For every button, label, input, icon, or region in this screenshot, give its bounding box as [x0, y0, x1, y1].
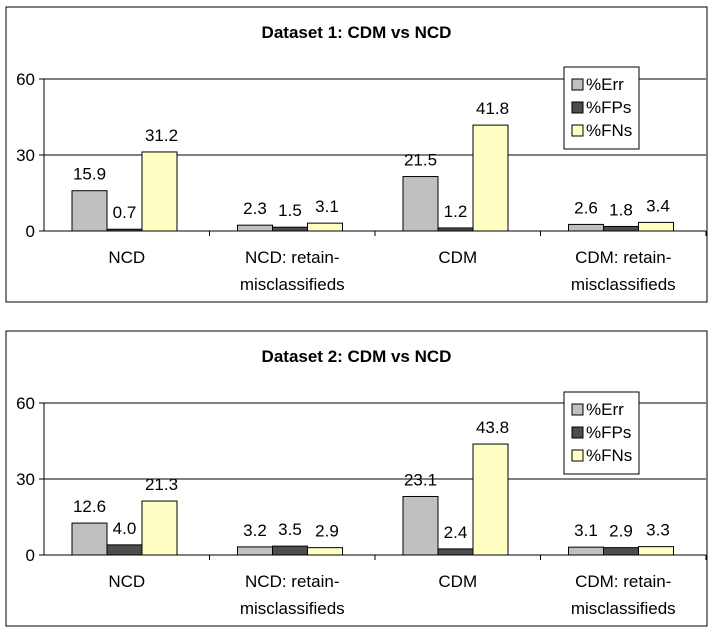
data-label: 1.2	[444, 202, 468, 221]
bar-fns	[472, 443, 509, 556]
category-label: misclassifieds	[240, 599, 345, 618]
category-label: misclassifieds	[240, 275, 345, 294]
legend-label: %Err	[586, 75, 624, 94]
data-label: 2.3	[243, 199, 267, 218]
bar-err	[71, 522, 108, 556]
category-label: NCD	[108, 248, 145, 267]
data-label: 2.4	[444, 523, 468, 542]
y-tick-label: 0	[26, 546, 35, 565]
data-label: 12.6	[73, 497, 106, 516]
data-label: 2.6	[574, 198, 598, 217]
y-tick-label: 0	[26, 222, 35, 241]
data-label: 3.1	[574, 521, 598, 540]
category-label: misclassifieds	[571, 599, 676, 618]
legend-swatch	[571, 101, 584, 114]
data-label: 1.5	[278, 201, 302, 220]
bar-fps	[603, 547, 639, 556]
y-tick-label: 60	[16, 394, 35, 413]
legend-label: %Err	[586, 400, 624, 419]
bar-err	[402, 495, 439, 556]
data-label: 4.0	[113, 519, 137, 538]
chart-title: Dataset 1: CDM vs NCD	[262, 23, 452, 42]
legend-label: %FNs	[586, 121, 632, 140]
bar-err	[402, 176, 439, 232]
data-label: 3.2	[243, 521, 267, 540]
data-label: 0.7	[113, 203, 137, 222]
data-label: 3.3	[646, 521, 670, 540]
data-label: 15.9	[73, 165, 106, 184]
chart-title: Dataset 2: CDM vs NCD	[262, 347, 452, 366]
data-label: 3.5	[278, 520, 302, 539]
bar-fns	[141, 151, 178, 232]
bar-fps	[272, 545, 308, 556]
legend-label: %FPs	[586, 423, 631, 442]
bar-err	[237, 224, 273, 232]
data-label: 2.9	[315, 522, 339, 541]
bar-fns	[638, 546, 674, 556]
bar-fps	[603, 225, 639, 232]
legend-label: %FNs	[586, 446, 632, 465]
data-label: 2.9	[609, 522, 633, 541]
legend-swatch	[571, 426, 584, 439]
category-label: NCD: retain-	[245, 248, 339, 267]
bar-fps	[272, 226, 308, 232]
bar-err	[568, 546, 604, 556]
data-label: 31.2	[145, 126, 178, 145]
chart-panel-2: Dataset 2: CDM vs NCD 0 30 60 NCD 12.6 4.0 21.3…	[5, 330, 708, 627]
legend-label: %FPs	[586, 98, 631, 117]
category-label: CDM: retain-	[575, 248, 671, 267]
legend-swatch	[571, 78, 584, 91]
bar-fns	[141, 500, 178, 556]
bar-fps	[437, 548, 474, 556]
data-label: 23.1	[404, 470, 437, 489]
data-label: 21.5	[404, 151, 437, 170]
bar-err	[237, 546, 273, 556]
category-label: CDM: retain-	[575, 572, 671, 591]
data-label: 21.3	[145, 475, 178, 494]
category-label: misclassifieds	[571, 275, 676, 294]
y-tick-label: 60	[16, 70, 35, 89]
bar-fns	[638, 221, 674, 232]
category-label: NCD	[108, 572, 145, 591]
bar-fps	[106, 544, 143, 556]
bar-fns	[472, 124, 509, 232]
data-label: 3.4	[646, 196, 670, 215]
y-tick-label: 30	[16, 146, 35, 165]
bar-fns	[307, 222, 343, 232]
bar-err	[71, 190, 108, 232]
bar-fns	[307, 547, 343, 556]
data-label: 1.8	[609, 200, 633, 219]
bar-fps	[106, 228, 143, 232]
category-label: CDM	[438, 572, 477, 591]
data-label: 43.8	[476, 418, 509, 437]
bar-err	[568, 223, 604, 232]
bar-fps	[437, 227, 474, 232]
data-label: 3.1	[315, 197, 339, 216]
category-label: NCD: retain-	[245, 572, 339, 591]
category-label: CDM	[438, 248, 477, 267]
y-tick-label: 30	[16, 470, 35, 489]
legend-swatch	[571, 403, 584, 416]
legend-swatch	[571, 449, 584, 462]
chart-panel-1: Dataset 1: CDM vs NCD 0 30 60 NCD 15.9 0.7 31.2…	[5, 6, 708, 303]
data-label: 41.8	[476, 99, 509, 118]
legend-swatch	[571, 124, 584, 137]
